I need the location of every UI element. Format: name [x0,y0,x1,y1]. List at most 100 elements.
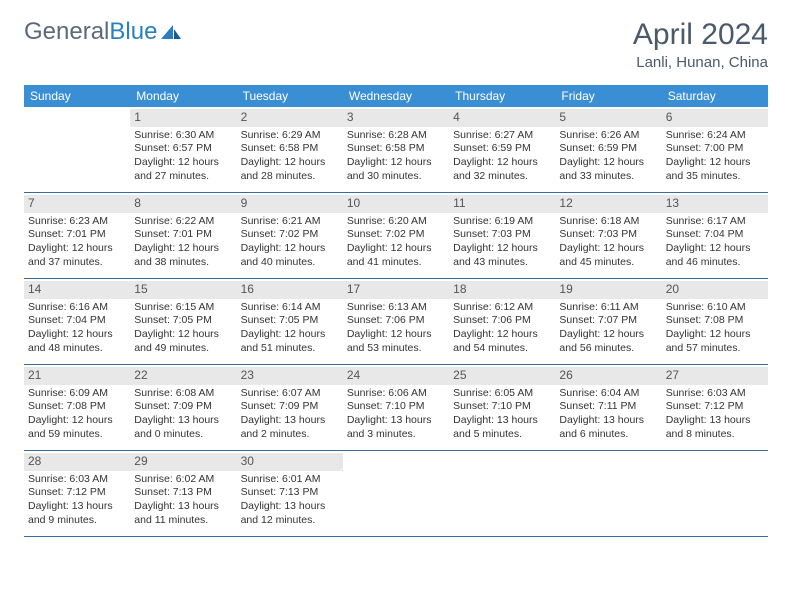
day-info: Sunrise: 6:16 AMSunset: 7:04 PMDaylight:… [28,301,126,356]
day-number: 4 [449,109,555,127]
sunrise-line: Sunrise: 6:13 AM [347,301,445,315]
sunrise-line: Sunrise: 6:21 AM [241,215,339,229]
daylight-line: Daylight: 12 hours and 51 minutes. [241,328,339,355]
sunset-line: Sunset: 7:00 PM [666,142,764,156]
sunrise-line: Sunrise: 6:01 AM [241,473,339,487]
sunset-line: Sunset: 7:09 PM [134,400,232,414]
day-info: Sunrise: 6:15 AMSunset: 7:05 PMDaylight:… [134,301,232,356]
day-info: Sunrise: 6:28 AMSunset: 6:58 PMDaylight:… [347,129,445,184]
day-number: 27 [662,367,768,385]
day-info: Sunrise: 6:10 AMSunset: 7:08 PMDaylight:… [666,301,764,356]
day-cell: 7Sunrise: 6:23 AMSunset: 7:01 PMDaylight… [24,193,130,279]
day-info: Sunrise: 6:20 AMSunset: 7:02 PMDaylight:… [347,215,445,270]
sunrise-line: Sunrise: 6:22 AM [134,215,232,229]
day-number: 28 [24,453,130,471]
day-number: 8 [130,195,236,213]
sunrise-line: Sunrise: 6:29 AM [241,129,339,143]
daylight-line: Daylight: 12 hours and 35 minutes. [666,156,764,183]
daylight-line: Daylight: 12 hours and 57 minutes. [666,328,764,355]
dayhead-thursday: Thursday [449,85,555,107]
sunset-line: Sunset: 7:12 PM [666,400,764,414]
day-info: Sunrise: 6:24 AMSunset: 7:00 PMDaylight:… [666,129,764,184]
day-cell: 1Sunrise: 6:30 AMSunset: 6:57 PMDaylight… [130,107,236,193]
calendar-grid: SundayMondayTuesdayWednesdayThursdayFrid… [24,85,768,537]
sunset-line: Sunset: 7:06 PM [453,314,551,328]
sunrise-line: Sunrise: 6:18 AM [559,215,657,229]
day-info: Sunrise: 6:29 AMSunset: 6:58 PMDaylight:… [241,129,339,184]
day-cell: 16 Sunrise: 6:14 AMSunset: 7:05 PMDayligh… [237,279,343,365]
day-number: 3 [343,109,449,127]
day-info: Sunrise: 6:14 AMSunset: 7:05 PMDaylight:… [241,301,339,356]
dayhead-monday: Monday [130,85,236,107]
day-number: 17 [343,281,449,299]
day-cell: 28Sunrise: 6:03 AMSunset: 7:12 PMDayligh… [24,451,130,537]
sunrise-line: Sunrise: 6:14 AM [241,301,339,315]
day-number: 16 [237,281,343,299]
day-cell: 21Sunrise: 6:09 AMSunset: 7:08 PMDayligh… [24,365,130,451]
sunrise-line: Sunrise: 6:26 AM [559,129,657,143]
sunrise-line: Sunrise: 6:04 AM [559,387,657,401]
day-number: 21 [24,367,130,385]
daylight-line: Daylight: 12 hours and 43 minutes. [453,242,551,269]
daylight-line: Daylight: 12 hours and 28 minutes. [241,156,339,183]
day-number: 7 [24,195,130,213]
sunset-line: Sunset: 7:10 PM [347,400,445,414]
daylight-line: Daylight: 13 hours and 9 minutes. [28,500,126,527]
day-number: 30 [237,453,343,471]
sunset-line: Sunset: 7:02 PM [241,228,339,242]
daylight-line: Daylight: 13 hours and 3 minutes. [347,414,445,441]
day-number: 22 [130,367,236,385]
title-block: April 2024 Lanli, Hunan, China [633,18,768,71]
dayhead-saturday: Saturday [662,85,768,107]
empty-cell [24,107,130,193]
sunrise-line: Sunrise: 6:03 AM [666,387,764,401]
sunset-line: Sunset: 7:01 PM [134,228,232,242]
daylight-line: Daylight: 12 hours and 46 minutes. [666,242,764,269]
day-info: Sunrise: 6:26 AMSunset: 6:59 PMDaylight:… [559,129,657,184]
day-info: Sunrise: 6:18 AMSunset: 7:03 PMDaylight:… [559,215,657,270]
day-cell: 26Sunrise: 6:04 AMSunset: 7:11 PMDayligh… [555,365,661,451]
day-number: 9 [237,195,343,213]
location-subtitle: Lanli, Hunan, China [633,54,768,71]
day-info: Sunrise: 6:21 AMSunset: 7:02 PMDaylight:… [241,215,339,270]
logo-text-1: General [24,18,109,45]
day-number: 23 [237,367,343,385]
day-cell: 17Sunrise: 6:13 AMSunset: 7:06 PMDayligh… [343,279,449,365]
daylight-line: Daylight: 12 hours and 48 minutes. [28,328,126,355]
day-info: Sunrise: 6:17 AMSunset: 7:04 PMDaylight:… [666,215,764,270]
day-cell: 15Sunrise: 6:15 AMSunset: 7:05 PMDayligh… [130,279,236,365]
daylight-line: Daylight: 12 hours and 54 minutes. [453,328,551,355]
day-info: Sunrise: 6:01 AMSunset: 7:13 PMDaylight:… [241,473,339,528]
daylight-line: Daylight: 13 hours and 12 minutes. [241,500,339,527]
dayhead-wednesday: Wednesday [343,85,449,107]
daylight-line: Daylight: 13 hours and 2 minutes. [241,414,339,441]
sunset-line: Sunset: 6:58 PM [241,142,339,156]
dayhead-sunday: Sunday [24,85,130,107]
sunset-line: Sunset: 7:11 PM [559,400,657,414]
day-cell: 27Sunrise: 6:03 AMSunset: 7:12 PMDayligh… [662,365,768,451]
day-info: Sunrise: 6:22 AMSunset: 7:01 PMDaylight:… [134,215,232,270]
day-cell: 9 Sunrise: 6:21 AMSunset: 7:02 PMDaylight… [237,193,343,279]
day-cell: 8 Sunrise: 6:22 AMSunset: 7:01 PMDaylight… [130,193,236,279]
logo-text: GeneralBlue [24,18,157,46]
sunrise-line: Sunrise: 6:19 AM [453,215,551,229]
sunset-line: Sunset: 7:05 PM [134,314,232,328]
empty-cell [343,451,449,537]
sunset-line: Sunset: 7:04 PM [28,314,126,328]
sunrise-line: Sunrise: 6:28 AM [347,129,445,143]
day-cell: 4Sunrise: 6:27 AMSunset: 6:59 PMDaylight… [449,107,555,193]
sunrise-line: Sunrise: 6:06 AM [347,387,445,401]
daylight-line: Daylight: 12 hours and 30 minutes. [347,156,445,183]
sunset-line: Sunset: 6:59 PM [559,142,657,156]
sunrise-line: Sunrise: 6:24 AM [666,129,764,143]
day-number: 5 [555,109,661,127]
daylight-line: Daylight: 12 hours and 40 minutes. [241,242,339,269]
day-cell: 2Sunrise: 6:29 AMSunset: 6:58 PMDaylight… [237,107,343,193]
day-number: 10 [343,195,449,213]
sunrise-line: Sunrise: 6:10 AM [666,301,764,315]
daylight-line: Daylight: 12 hours and 37 minutes. [28,242,126,269]
day-info: Sunrise: 6:08 AMSunset: 7:09 PMDaylight:… [134,387,232,442]
day-cell: 14Sunrise: 6:16 AMSunset: 7:04 PMDayligh… [24,279,130,365]
day-number: 13 [662,195,768,213]
day-cell: 3 Sunrise: 6:28 AMSunset: 6:58 PMDaylight… [343,107,449,193]
